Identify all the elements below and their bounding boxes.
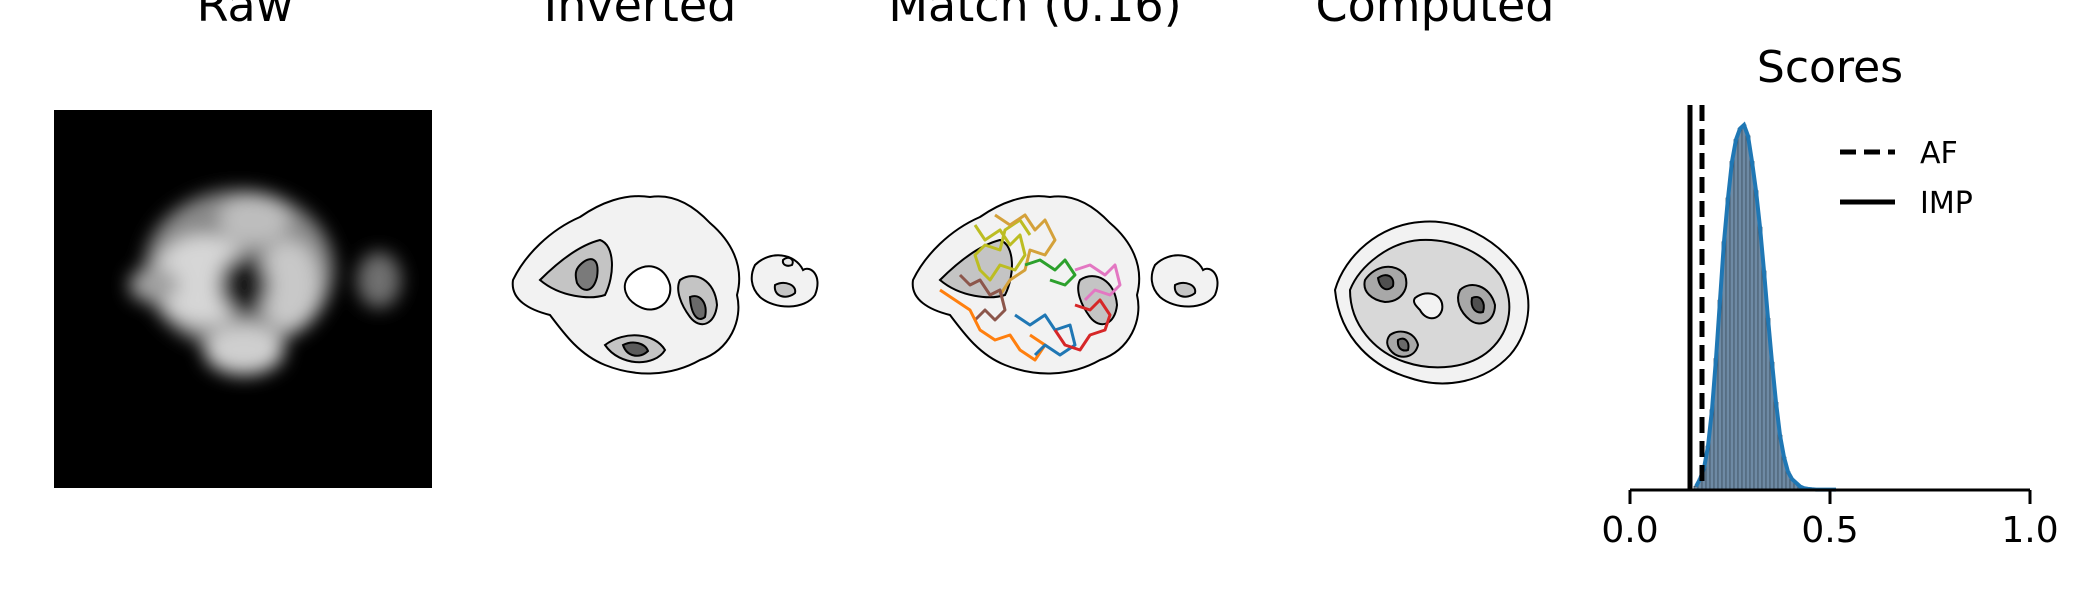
chart-title: Scores bbox=[1757, 42, 1903, 93]
legend-imp-label: IMP bbox=[1920, 186, 1973, 221]
histogram-bar bbox=[1749, 161, 1755, 491]
chain-trace-green bbox=[1024, 258, 1077, 287]
scores-chart: Scores 0.0 0.5 1.0 AF IMP bbox=[1601, 42, 2059, 551]
histogram-bar bbox=[1745, 135, 1751, 491]
chain-trace-red bbox=[1053, 298, 1112, 352]
computed-density-map bbox=[1333, 220, 1530, 385]
inverted-density-map bbox=[511, 195, 819, 375]
x-tick-label: 0.0 bbox=[1601, 510, 1658, 551]
panel-title-raw: Raw bbox=[196, 0, 294, 32]
panel-title-match: Match (0.16) bbox=[888, 0, 1182, 32]
histogram-bar bbox=[1737, 128, 1743, 491]
chain-trace-blue bbox=[1014, 313, 1077, 357]
x-tick-label: 0.5 bbox=[1801, 510, 1858, 551]
raw-image bbox=[54, 110, 432, 488]
chain-trace-yellow bbox=[973, 218, 1032, 282]
histogram-bar bbox=[1753, 190, 1759, 491]
histogram-bar bbox=[1729, 161, 1735, 491]
chain-trace-pink bbox=[1074, 263, 1122, 302]
legend-af-label: AF bbox=[1920, 136, 1958, 171]
histogram-bar bbox=[1741, 124, 1747, 491]
histogram-bar bbox=[1733, 139, 1739, 491]
chain-trace-brown bbox=[958, 273, 1007, 322]
x-tick-label: 1.0 bbox=[2001, 510, 2058, 551]
chain-trace-gold bbox=[994, 213, 1057, 296]
x-axis-ticks: 0.0 0.5 1.0 bbox=[1601, 490, 2059, 551]
histogram-bar bbox=[1757, 226, 1763, 491]
panel-title-computed: Computed bbox=[1315, 0, 1555, 32]
legend: AF IMP bbox=[1840, 136, 1973, 221]
panel-title-inverted: Inverted bbox=[543, 0, 737, 32]
match-overlay-map bbox=[911, 195, 1219, 375]
histogram-bar bbox=[1725, 197, 1731, 491]
chain-trace-orange bbox=[939, 288, 1047, 362]
